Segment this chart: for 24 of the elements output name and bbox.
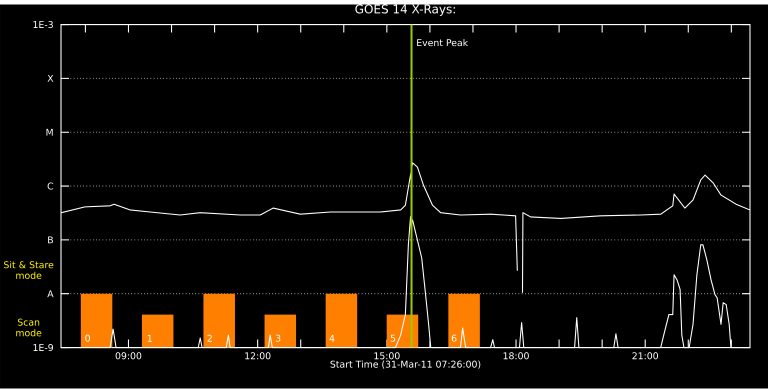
x-tick-label: 12:00 [245, 352, 270, 360]
annotation: 5 [390, 334, 396, 342]
x-tick-label: 15:00 [374, 352, 400, 360]
x-tick-label: 09:00 [116, 352, 142, 360]
y-tick-label: C [48, 182, 54, 190]
annotation: 2 [208, 334, 212, 342]
ref-line-label: Event Peak [417, 39, 468, 46]
y-tick-label: M [46, 129, 53, 136]
annotation: 4 [329, 335, 334, 342]
annotation: 3 [276, 334, 280, 342]
y-tick-label: 1E-3 [34, 21, 53, 28]
text: Scan mode [16, 318, 42, 337]
x-tick-label: 18:00 [504, 352, 529, 360]
text: Sit & Stare mode [4, 261, 54, 280]
chart-title: GOES 14 X-Rays: [355, 4, 455, 16]
annotation: 1 [148, 335, 152, 342]
annotation: 0 [85, 334, 90, 342]
y-tick-label: B [48, 236, 53, 244]
y-tick-label: 1E-9 [34, 344, 53, 352]
x-tick-label: 21:00 [632, 352, 658, 360]
annotation: 6 [452, 334, 456, 342]
y-tick-label: A [47, 290, 54, 298]
x-axis-title: Start Time (31-Mar-11 07:26:00) [330, 360, 480, 370]
y-tick-label: X [48, 75, 54, 82]
